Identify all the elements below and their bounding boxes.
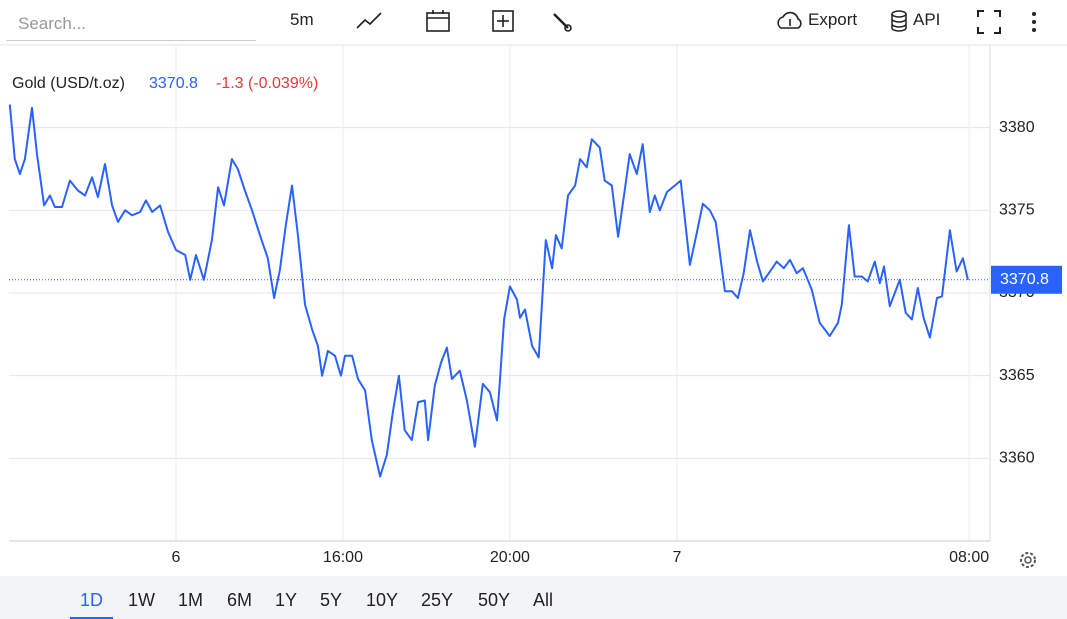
- price-line: [8, 104, 969, 478]
- more-icon[interactable]: [1029, 8, 1039, 36]
- y-tick-label: 3375: [999, 202, 1035, 219]
- add-indicator-icon[interactable]: [490, 8, 520, 34]
- range-button[interactable]: 10Y: [366, 590, 399, 610]
- api-button[interactable]: API: [913, 10, 941, 29]
- fullscreen-icon[interactable]: [975, 8, 1003, 36]
- range-button[interactable]: 5Y: [320, 590, 343, 610]
- export-icon[interactable]: [775, 8, 805, 34]
- search-box[interactable]: Search...: [6, 6, 256, 41]
- interval-button[interactable]: 5m: [290, 10, 314, 29]
- selected-underline: [70, 617, 114, 619]
- range-button[interactable]: 1M: [178, 590, 204, 610]
- range-button[interactable]: All: [533, 590, 554, 610]
- x-tick-label: 08:00: [949, 549, 989, 566]
- gear-icon[interactable]: [1020, 552, 1036, 568]
- last-price-label: 3370.8: [1000, 271, 1049, 288]
- range-button[interactable]: 50Y: [478, 590, 511, 610]
- range-button[interactable]: 25Y: [421, 590, 454, 610]
- api-icon[interactable]: [889, 8, 911, 34]
- x-tick-label: 6: [172, 549, 181, 566]
- x-tick-label: 16:00: [323, 549, 363, 566]
- settings-tool-icon[interactable]: [548, 8, 578, 34]
- y-tick-label: 3365: [999, 367, 1035, 384]
- range-button[interactable]: 1W: [128, 590, 155, 610]
- chart: Gold (USD/t.oz) 3370.8 -1.3 (-0.039%) 33…: [0, 44, 1067, 568]
- y-tick-label: 3380: [999, 119, 1035, 136]
- instrument-name: Gold (USD/t.oz): [12, 75, 125, 92]
- x-tick-label: 7: [672, 549, 681, 566]
- header-price: 3370.8: [149, 75, 198, 92]
- last-price-box: [991, 265, 1062, 294]
- calendar-icon[interactable]: [424, 8, 454, 34]
- range-button[interactable]: 1D: [70, 590, 114, 619]
- y-tick-label: 3360: [999, 450, 1035, 467]
- range-button[interactable]: 6M: [227, 590, 253, 610]
- export-button[interactable]: Export: [808, 10, 858, 29]
- search-placeholder: Search...: [18, 14, 87, 33]
- chart-type-icon[interactable]: [355, 8, 385, 34]
- range-bar: 1D 1W 1M 6M 1Y 5Y 10Y 25Y 50Y All: [0, 576, 1067, 619]
- x-tick-label: 20:00: [490, 549, 530, 566]
- header-change: -1.3 (-0.039%): [216, 75, 318, 92]
- range-button[interactable]: 1Y: [275, 590, 298, 610]
